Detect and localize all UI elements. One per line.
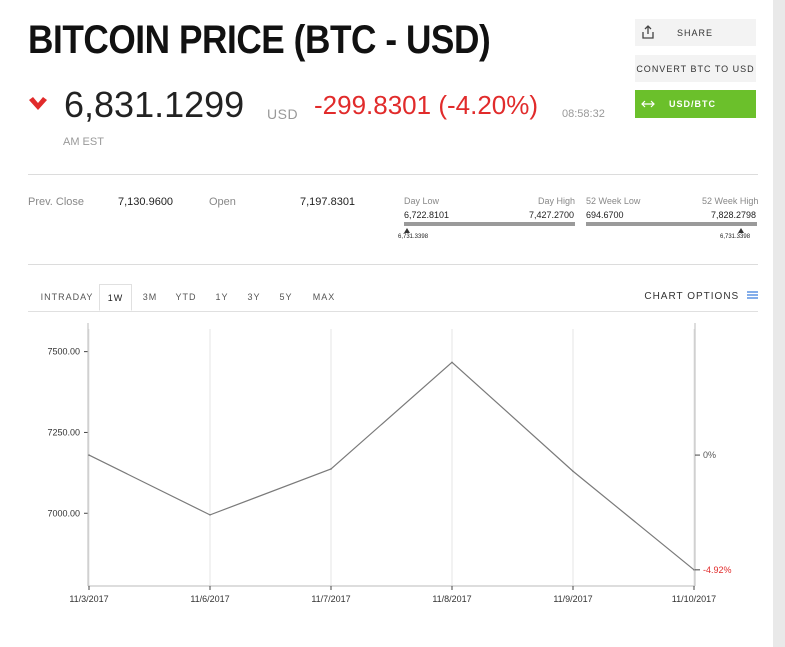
data-point — [209, 514, 211, 516]
share-label: SHARE — [677, 28, 714, 38]
tab-ytd[interactable]: YTD — [175, 292, 197, 302]
prev-close-value: 7,130.9600 — [118, 196, 174, 208]
quote-time: 08:58:32 — [562, 108, 605, 120]
current-price: 6,831.1299 — [64, 84, 245, 125]
week52-high-value: 7,828.2798 — [711, 210, 757, 220]
series-line — [88, 361, 695, 571]
data-point — [572, 470, 574, 473]
tab-max[interactable]: MAX — [312, 292, 336, 302]
x-tick-label: 11/6/2017 — [190, 594, 229, 604]
day-low-value: 6,722.8101 — [404, 210, 450, 220]
chart-options-label: CHART OPTIONS — [644, 291, 740, 302]
open-label: Open — [209, 196, 236, 208]
price-chart[interactable]: 7000.00 7250.00 7500.00 11/3/2017 11/6/2017 1… — [0, 311, 770, 621]
currency-label: USD — [267, 106, 299, 122]
data-point — [693, 569, 695, 571]
y-tick-label: 7250.00 — [47, 427, 80, 437]
day-low-label: Day Low — [404, 196, 440, 206]
prev-close-label: Prev. Close — [28, 196, 85, 208]
x-tick-label: 11/9/2017 — [553, 594, 592, 604]
window-edge — [773, 0, 785, 647]
day-range-marker — [404, 228, 410, 233]
data-point — [88, 454, 90, 456]
tab-5y[interactable]: 5Y — [279, 292, 293, 302]
week52-range-bar — [586, 222, 757, 226]
x-tick-label: 11/8/2017 — [432, 594, 471, 604]
day-high-value: 7,427.2700 — [529, 210, 575, 220]
tab-intraday[interactable]: INTRADAY — [40, 292, 94, 302]
usd-btc-label: USD/BTC — [669, 99, 716, 109]
x-tick-label: 11/7/2017 — [311, 594, 350, 604]
convert-label: CONVERT BTC TO USD — [636, 63, 755, 74]
tab-3m[interactable]: 3M — [142, 292, 158, 302]
chart-range-tabs: INTRADAY 1W 3M YTD 1Y 3Y 5Y MAX CHART OP… — [28, 284, 758, 312]
share-icon — [642, 25, 654, 39]
week52-range-marker — [738, 228, 744, 233]
chart-options-button[interactable]: CHART OPTIONS — [644, 284, 758, 311]
hamburger-icon — [747, 291, 758, 299]
right-axis-label: 0% — [703, 450, 716, 460]
tab-1w[interactable]: 1W — [99, 284, 132, 311]
day-high-label: Day High — [538, 196, 576, 206]
right-axis-label: -4.92% — [703, 565, 732, 575]
y-tick-label: 7000.00 — [47, 508, 80, 518]
down-arrow-icon — [29, 97, 47, 110]
week52-current-value: 6,731.3398 — [720, 234, 751, 240]
day-range-bar — [404, 222, 575, 226]
data-point — [330, 468, 332, 470]
y-tick-label: 7500.00 — [47, 347, 80, 357]
tab-3y[interactable]: 3Y — [247, 292, 261, 302]
swap-arrows-icon — [641, 100, 655, 108]
price-change: -299.8301 (-4.20%) — [314, 90, 539, 120]
open-value: 7,197.8301 — [300, 196, 356, 208]
divider-top — [28, 174, 758, 175]
tab-1y[interactable]: 1Y — [215, 292, 229, 302]
page-title: BITCOIN PRICE (BTC - USD) — [28, 18, 491, 62]
x-tick-label: 11/10/2017 — [672, 594, 716, 604]
divider-bottom — [28, 264, 758, 265]
day-current-value: 6,731.3398 — [398, 234, 429, 240]
x-tick-label: 11/3/2017 — [69, 594, 108, 604]
share-button[interactable]: SHARE — [635, 19, 756, 46]
week52-low-value: 694.6700 — [586, 210, 624, 220]
usd-btc-button[interactable]: USD/BTC — [635, 90, 756, 118]
quote-timezone: AM EST — [63, 136, 104, 148]
week52-low-label: 52 Week Low — [586, 196, 641, 206]
convert-btc-to-usd-button[interactable]: CONVERT BTC TO USD — [635, 55, 756, 82]
data-point — [451, 361, 453, 364]
week52-high-label: 52 Week High — [702, 196, 759, 206]
